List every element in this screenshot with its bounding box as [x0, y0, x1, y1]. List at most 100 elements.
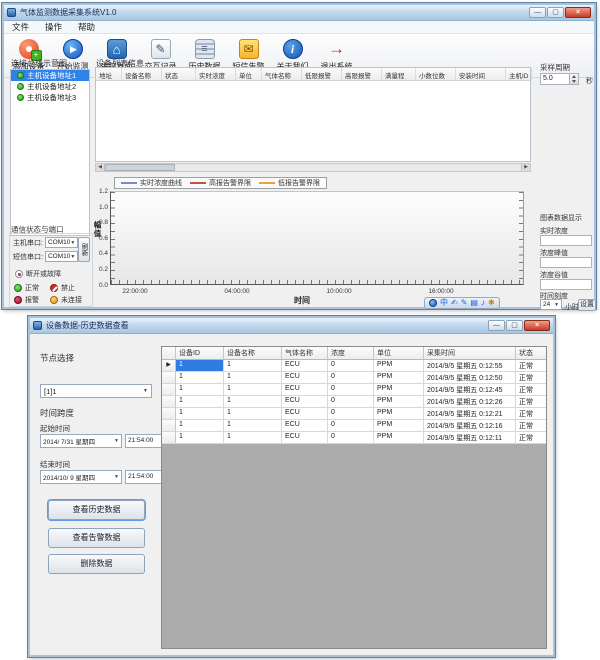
grid-cell[interactable]: 正常 [516, 384, 546, 396]
realtime-conc-input[interactable] [540, 235, 592, 246]
scroll-right-icon[interactable]: ▶ [521, 164, 530, 171]
close-button[interactable]: × [524, 320, 550, 331]
grid-cell[interactable]: 正常 [516, 408, 546, 420]
grid-cell[interactable]: 1 [176, 360, 224, 372]
main-titlebar[interactable]: 气体监测数据采集系统V1.0 — ▢ × [4, 5, 594, 21]
grid-cell[interactable]: ECU [282, 360, 328, 372]
scrollbar-thumb[interactable] [105, 164, 175, 171]
grid-cell[interactable]: 0 [328, 396, 374, 408]
grid-cell[interactable]: 0 [328, 372, 374, 384]
ime-chinese-mode-icon[interactable]: 中 [440, 298, 448, 307]
host-port-select[interactable]: COM10 ▼ [44, 237, 78, 248]
view-alarm-data-button[interactable]: 查看告警数据 [48, 528, 145, 548]
grid-data-row[interactable]: 1 1 ECU 0 PPM 2014/9/5 星期五 0:12:11 正常 [162, 432, 546, 444]
scroll-left-icon[interactable]: ◀ [96, 164, 105, 171]
grid-cell[interactable]: 1 [224, 372, 282, 384]
grid-cell[interactable]: 1 [224, 432, 282, 444]
grid-cell[interactable]: 2014/9/5 星期五 0:12:21 [424, 408, 516, 420]
sampling-period-value[interactable]: 5.0 [540, 73, 570, 85]
add-device-button[interactable]: 添加设备 [8, 39, 49, 72]
grid-cell[interactable]: ECU [282, 432, 328, 444]
interaction-log-button[interactable]: 交互记录 [140, 39, 181, 72]
row-selector-cell[interactable] [162, 384, 176, 396]
sms-alarm-button[interactable]: 短信告警 [228, 39, 269, 72]
about-us-button[interactable]: 关于我们 [272, 39, 313, 72]
tree-item-device-3[interactable]: 主机设备地址3 [11, 92, 89, 103]
row-selector-cell[interactable] [162, 372, 176, 384]
grid-cell[interactable]: 正常 [516, 360, 546, 372]
start-date-picker[interactable]: 2014/ 7/31 星期四 ▼ [40, 434, 122, 448]
grid-cell[interactable]: 1 [176, 396, 224, 408]
grid-cell[interactable]: 2014/9/5 星期五 0:12:45 [424, 384, 516, 396]
node-select-dropdown[interactable]: [1]1 ▼ [40, 384, 152, 398]
row-selector-cell[interactable]: ▶ [162, 360, 176, 372]
end-date-picker[interactable]: 2014/10/ 9 星期四 ▼ [40, 470, 122, 484]
grid-cell[interactable]: PPM [374, 384, 424, 396]
spinner-icon[interactable] [570, 73, 579, 85]
row-selector-cell[interactable] [162, 396, 176, 408]
maximize-button[interactable]: ▢ [506, 320, 523, 331]
grid-cell[interactable]: PPM [374, 432, 424, 444]
grid-cell[interactable]: PPM [374, 396, 424, 408]
grid-cell[interactable]: 2014/9/5 星期五 0:12:50 [424, 372, 516, 384]
menu-item[interactable]: 操作 [45, 22, 63, 32]
tree-item-device-2[interactable]: 主机设备地址2 [11, 81, 89, 92]
grid-data-row[interactable]: 1 1 ECU 0 PPM 2014/9/5 星期五 0:12:21 正常 [162, 408, 546, 420]
grid-cell[interactable]: PPM [374, 408, 424, 420]
grid-cell[interactable]: 0 [328, 384, 374, 396]
grid-cell[interactable]: 2014/9/5 星期五 0:12:16 [424, 420, 516, 432]
grid-data-row[interactable]: 1 1 ECU 0 PPM 2014/9/5 星期五 0:12:50 正常 [162, 372, 546, 384]
history-data-button[interactable]: 历史数据 [184, 39, 225, 72]
menu-item[interactable]: 帮助 [78, 22, 96, 32]
ime-language-bar[interactable]: 中 ✍ ✎ ▤ ♪ ✱ [424, 297, 500, 309]
grid-cell[interactable]: 2014/9/5 星期五 0:12:26 [424, 396, 516, 408]
grid-cell[interactable]: PPM [374, 420, 424, 432]
device-table-hscrollbar[interactable]: ◀ ▶ [95, 163, 531, 172]
grid-cell[interactable]: 正常 [516, 396, 546, 408]
grid-cell[interactable]: 2014/9/5 星期五 0:12:55 [424, 360, 516, 372]
sms-port-select[interactable]: COM10 ▼ [44, 251, 78, 262]
grid-cell[interactable]: 1 [224, 360, 282, 372]
grid-cell[interactable]: 1 [176, 408, 224, 420]
grid-cell[interactable]: 0 [328, 408, 374, 420]
grid-cell[interactable]: 正常 [516, 432, 546, 444]
grid-cell[interactable]: 正常 [516, 372, 546, 384]
grid-cell[interactable]: ECU [282, 372, 328, 384]
ime-language-icon[interactable] [429, 299, 437, 307]
grid-cell[interactable]: ECU [282, 420, 328, 432]
grid-cell[interactable]: 0 [328, 360, 374, 372]
ime-handwriting-icon[interactable]: ✍ [451, 298, 458, 307]
fault-radio-icon[interactable] [15, 270, 23, 278]
ime-settings-icon[interactable]: ✱ [487, 298, 495, 307]
grid-cell[interactable]: PPM [374, 372, 424, 384]
grid-data-row[interactable]: 1 1 ECU 0 PPM 2014/9/5 星期五 0:12:16 正常 [162, 420, 546, 432]
grid-data-row[interactable]: 1 1 ECU 0 PPM 2014/9/5 星期五 0:12:45 正常 [162, 384, 546, 396]
grid-cell[interactable]: 2014/9/5 星期五 0:12:11 [424, 432, 516, 444]
grid-data-row[interactable]: ▶ 1 1 ECU 0 PPM 2014/9/5 星期五 0:12:55 正常 [162, 360, 546, 372]
maximize-button[interactable]: ▢ [547, 7, 564, 18]
grid-cell[interactable]: ECU [282, 396, 328, 408]
minimize-button[interactable]: — [488, 320, 505, 331]
grid-data-row[interactable]: 1 1 ECU 0 PPM 2014/9/5 星期五 0:12:26 正常 [162, 396, 546, 408]
grid-cell[interactable]: 1 [224, 420, 282, 432]
peak-conc-input[interactable] [540, 257, 592, 268]
delete-data-button[interactable]: 删除数据 [48, 554, 145, 574]
tree-item-device-1[interactable]: 主机设备地址1 [11, 70, 89, 81]
time-scale-select[interactable]: 24 ▼ [540, 299, 562, 310]
minimize-button[interactable]: — [529, 7, 546, 18]
grid-cell[interactable]: 1 [224, 384, 282, 396]
grid-cell[interactable]: 1 [176, 372, 224, 384]
refresh-ports-button[interactable]: 刷新 [78, 237, 90, 262]
row-selector-cell[interactable] [162, 408, 176, 420]
valley-conc-input[interactable] [540, 279, 592, 290]
grid-cell[interactable]: 1 [176, 432, 224, 444]
ime-pen-icon[interactable]: ✎ [460, 298, 468, 307]
grid-cell[interactable]: ECU [282, 408, 328, 420]
row-selector-cell[interactable] [162, 432, 176, 444]
exit-system-button[interactable]: 退出系统 [316, 39, 357, 72]
history-titlebar[interactable]: 设备数据-历史数据查看 — ▢ × [30, 318, 553, 334]
view-history-data-button[interactable]: 查看历史数据 [47, 499, 146, 521]
grid-cell[interactable]: 1 [224, 408, 282, 420]
main-screen-button[interactable]: 主控界面 [96, 39, 137, 72]
start-monitor-button[interactable]: 开始监测 [52, 39, 93, 72]
